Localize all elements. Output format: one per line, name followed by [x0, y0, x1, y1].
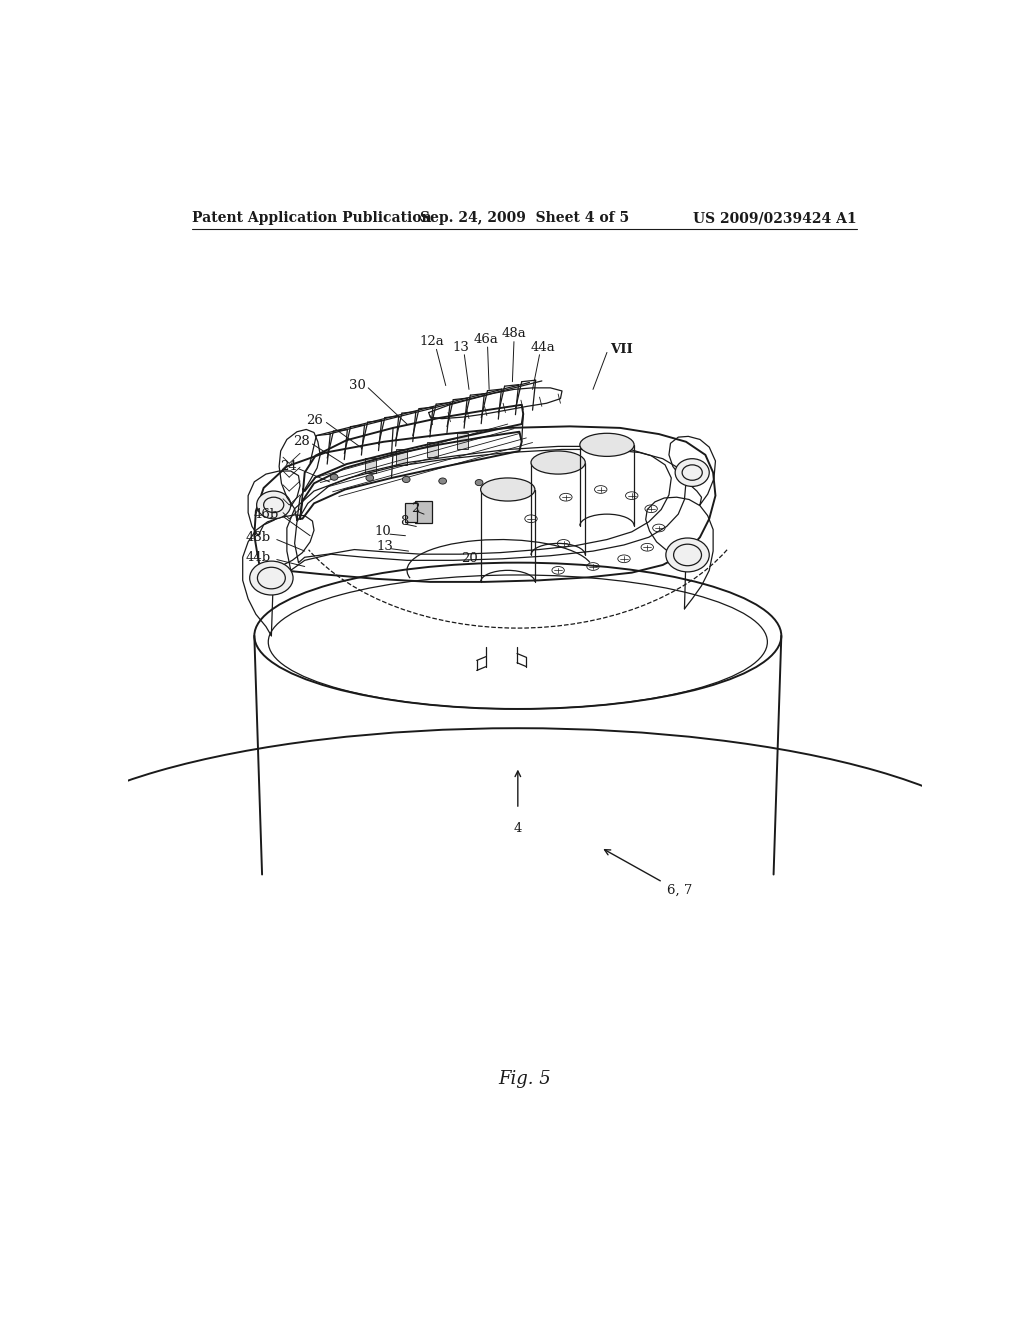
Text: Patent Application Publication: Patent Application Publication — [193, 211, 432, 226]
Text: 26: 26 — [306, 413, 324, 426]
Ellipse shape — [402, 477, 410, 483]
Text: 8: 8 — [400, 515, 409, 528]
Text: 13: 13 — [453, 341, 470, 354]
Text: 46a: 46a — [474, 333, 499, 346]
Bar — [458, 433, 468, 449]
Ellipse shape — [580, 433, 634, 457]
Ellipse shape — [257, 491, 291, 519]
Ellipse shape — [331, 474, 338, 480]
Text: Sep. 24, 2009  Sheet 4 of 5: Sep. 24, 2009 Sheet 4 of 5 — [420, 211, 630, 226]
Ellipse shape — [438, 478, 446, 484]
Bar — [415, 502, 432, 523]
Text: 44b: 44b — [246, 550, 271, 564]
Text: 10: 10 — [375, 525, 391, 539]
Ellipse shape — [675, 459, 710, 487]
Text: Fig. 5: Fig. 5 — [499, 1069, 551, 1088]
Text: 4: 4 — [514, 822, 522, 834]
Text: 46b: 46b — [254, 508, 279, 520]
Ellipse shape — [366, 475, 374, 480]
Text: 6, 7: 6, 7 — [667, 883, 692, 896]
Ellipse shape — [531, 451, 586, 474]
Text: 48b: 48b — [246, 531, 271, 544]
Text: 48a: 48a — [502, 327, 526, 341]
Text: 44a: 44a — [530, 341, 555, 354]
Text: 12a: 12a — [420, 335, 444, 348]
Text: 28: 28 — [293, 436, 310, 449]
Text: VII: VII — [610, 343, 633, 356]
Text: 24: 24 — [280, 459, 297, 473]
Bar — [406, 503, 417, 521]
Ellipse shape — [666, 539, 710, 572]
Ellipse shape — [475, 479, 483, 486]
Text: 20: 20 — [461, 552, 478, 565]
Bar — [366, 458, 376, 474]
Ellipse shape — [250, 561, 293, 595]
Text: 30: 30 — [349, 379, 366, 392]
Bar — [427, 442, 438, 457]
Ellipse shape — [480, 478, 535, 502]
Bar — [396, 449, 407, 465]
Text: 13: 13 — [376, 540, 393, 553]
Text: US 2009/0239424 A1: US 2009/0239424 A1 — [693, 211, 856, 226]
Text: 2: 2 — [411, 502, 419, 515]
